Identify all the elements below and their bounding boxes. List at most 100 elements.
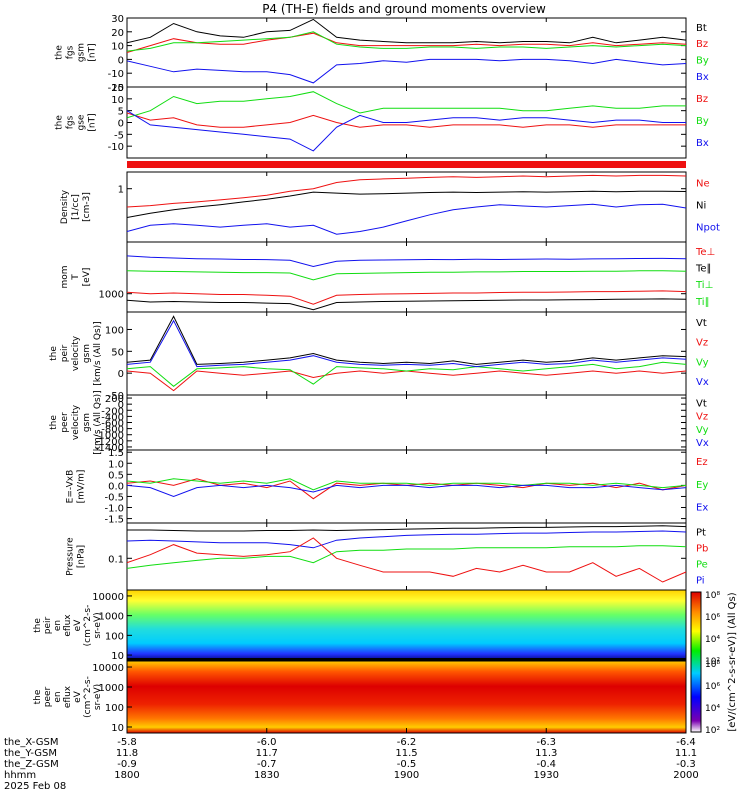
legend-label: Ez	[696, 457, 708, 468]
axis-label: the	[33, 618, 43, 633]
y-tick-label: 200	[105, 394, 124, 405]
y-tick-label: -1.0	[104, 504, 124, 515]
axis-label: peir	[43, 616, 53, 634]
series-line-Bz	[126, 112, 686, 128]
axis-label: peer	[43, 686, 53, 707]
legend-label: Bz	[696, 94, 708, 105]
ephemeris-value: 11.5	[395, 748, 417, 759]
series-line-Ey	[126, 478, 687, 491]
ephemeris-value: -0.7	[257, 759, 277, 770]
y-tick-label: -20	[108, 83, 124, 94]
legend-label: Pb	[696, 544, 708, 555]
series-line-Pi	[126, 530, 687, 549]
legend-label: Npot	[696, 222, 720, 233]
y-tick-label: 10	[111, 723, 124, 734]
legend-label: Ti⊥	[695, 280, 713, 291]
y-tick-label: 0.0	[108, 481, 124, 492]
series-line-Ti∥	[126, 298, 687, 311]
legend-label: Ti∥	[695, 297, 710, 308]
ephemeris-value: -0.9	[117, 759, 137, 770]
ephemeris-label: 2025 Feb 08	[4, 781, 66, 792]
axis-label: sr-eV)	[93, 612, 103, 638]
series-line-Te⊥	[126, 255, 687, 268]
y-tick-label: -10	[108, 142, 124, 153]
panel-frame	[126, 394, 687, 451]
ephemeris-value: 11.7	[256, 748, 278, 759]
y-tick-label: 10000	[92, 592, 124, 603]
axis-label: [nT]	[88, 113, 98, 131]
axis-label: Pressure	[66, 537, 76, 576]
axis-label: sr-eV)	[93, 684, 103, 710]
axis-label: Density	[60, 189, 70, 224]
axis-label: [mV/m]	[77, 470, 87, 504]
y-tick-label: 100	[105, 631, 124, 642]
legend-label: Pt	[696, 528, 706, 539]
axis-label: E=-VxB	[66, 470, 76, 504]
series-line-Vz	[126, 370, 687, 392]
legend-label: Bx	[696, 138, 709, 149]
spectrogram-gap-band	[127, 658, 686, 662]
legend-label: Pe	[696, 559, 708, 570]
ephemeris-value: 1900	[394, 770, 419, 781]
axis-label: eV	[73, 690, 83, 703]
y-tick-label: 0	[118, 55, 124, 66]
series-line-Pb	[126, 537, 687, 583]
axis-label: eflux	[63, 614, 73, 637]
y-tick-label: 20	[111, 28, 124, 39]
axis-label: [1/cc]	[71, 194, 81, 220]
colorbar-tick-label: 10⁴	[705, 704, 720, 714]
series-line-Ex	[126, 484, 687, 498]
ephemeris-value: -0.3	[676, 759, 696, 770]
colorbar-tick-label: 10⁶	[705, 682, 720, 692]
ephemeris-label: hhmm	[4, 770, 36, 781]
ephemeris-value: 11.3	[535, 748, 557, 759]
axis-label: gsm	[77, 43, 87, 62]
axis-label: en	[53, 620, 63, 631]
axis-label: peir	[60, 344, 70, 362]
legend-label: Vx	[696, 438, 709, 449]
y-tick-label: 30	[111, 14, 124, 25]
y-tick-label: -1000	[95, 431, 124, 442]
y-tick-label: 0.5	[108, 470, 124, 481]
legend-label: Te∥	[695, 264, 712, 275]
legend-label: Te⊥	[695, 247, 715, 258]
legend-label: Pi	[696, 575, 705, 586]
y-tick-label: 5	[118, 107, 124, 118]
panel-frame	[126, 171, 687, 243]
axis-label: [nPa]	[77, 545, 87, 568]
y-tick-label: 10000	[92, 663, 124, 674]
colorbar-tick-label: 10²	[705, 657, 720, 667]
y-tick-label: 1.0	[108, 459, 124, 470]
colorbar-tick-label: 10⁴	[705, 635, 720, 645]
y-tick-label: 10	[111, 651, 124, 662]
colorbar-tick-label: 10⁸	[705, 660, 720, 670]
axis-label: [cm-3]	[82, 192, 92, 222]
legend-label: Ey	[696, 480, 708, 491]
ephemeris-value: 11.8	[116, 748, 138, 759]
y-tick-label: 1000	[99, 683, 124, 694]
spectrogram-image	[127, 661, 686, 733]
axis-label: [km/s (All Qs)]	[93, 321, 103, 385]
y-tick-label: -0.5	[104, 492, 124, 503]
y-tick-label: 0.1	[108, 554, 124, 565]
ephemeris-value: -0.4	[536, 759, 556, 770]
axis-label: gsm	[82, 413, 92, 432]
legend-label: Ni	[696, 201, 706, 212]
ephemeris-value: -6.2	[397, 737, 417, 748]
y-tick-label: -800	[101, 425, 124, 436]
axis-label: the	[33, 689, 43, 704]
ephemeris-value: 1930	[534, 770, 559, 781]
axis-label: T	[71, 274, 81, 281]
axis-label: gse	[77, 114, 87, 130]
y-tick-label: 1.5	[108, 448, 124, 459]
axis-label: [nT]	[88, 43, 98, 61]
colorbar-tick-label: 10⁶	[705, 613, 720, 623]
axis-label: the	[55, 45, 65, 60]
axis-label: velocity	[71, 404, 81, 440]
axis-label: eflux	[63, 685, 73, 708]
separator-bar	[127, 161, 686, 168]
y-tick-label: 1000	[99, 612, 124, 623]
plot-title: P4 (TH-E) fields and ground moments over…	[262, 2, 546, 16]
series-line-Bx	[126, 110, 686, 152]
